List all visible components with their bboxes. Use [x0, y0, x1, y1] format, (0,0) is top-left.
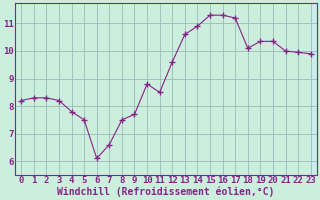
X-axis label: Windchill (Refroidissement éolien,°C): Windchill (Refroidissement éolien,°C) [57, 187, 275, 197]
